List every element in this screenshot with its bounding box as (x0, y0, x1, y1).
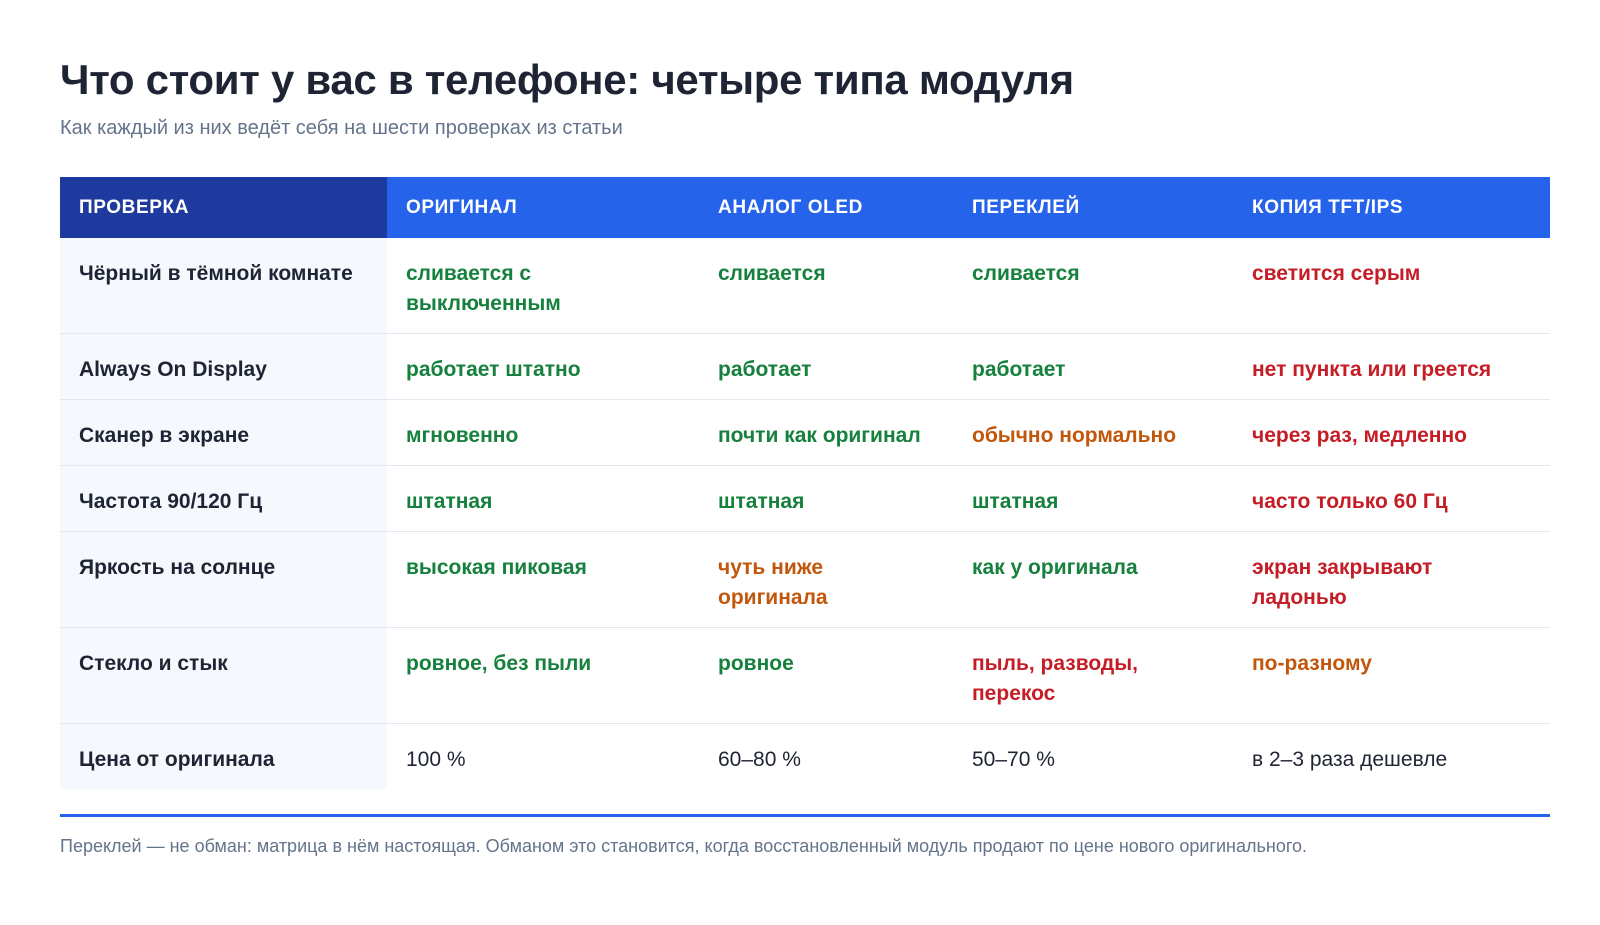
row-label: Always On Display (60, 333, 387, 400)
table-cell: штатная (387, 465, 699, 532)
table-cell: в 2–3 раза дешевле (1252, 748, 1448, 771)
header-original: ОРИГИНАЛ (387, 177, 699, 238)
header-copy-tft-ips: КОПИЯ TFT/IPS (1233, 177, 1550, 238)
table-row: Чёрный в тёмной комнате сливается с выкл… (60, 238, 1550, 334)
table-header-row: ПРОВЕРКА ОРИГИНАЛ АНАЛОГ OLED ПЕРЕКЛЕЙ К… (60, 177, 1550, 238)
table-cell: 100 % (406, 748, 466, 771)
table-cell: 60–80 % (718, 748, 801, 771)
table-cell: часто только 60 Гц (1233, 465, 1550, 532)
table-cell: сливается (953, 238, 1233, 334)
table-cell: работает штатно (387, 333, 699, 400)
row-label: Цена от оригинала (60, 723, 387, 789)
table-cell: почти как оригинал (699, 399, 953, 466)
table-cell: сливается (699, 238, 953, 334)
table-row: Сканер в экране мгновенно почти как ориг… (60, 399, 1550, 466)
footnote-divider (60, 814, 1550, 817)
table-cell: по-разному (1233, 627, 1550, 724)
table-cell: чуть ниже оригинала (699, 531, 953, 628)
page-subtitle: Как каждый из них ведёт себя на шести пр… (60, 117, 623, 139)
table-cell: штатная (953, 465, 1233, 532)
table-cell: ровное (699, 627, 953, 724)
table-cell: светится серым (1233, 238, 1550, 334)
table-row: Стекло и стык ровное, без пыли ровное пы… (60, 627, 1550, 724)
footnote: Переклей — не обман: матрица в нём насто… (60, 836, 1308, 856)
table-row: Яркость на солнце высокая пиковая чуть н… (60, 531, 1550, 628)
table-cell: работает (699, 333, 953, 400)
page-title: Что стоит у вас в телефоне: четыре типа … (60, 56, 1074, 103)
row-label: Частота 90/120 Гц (60, 465, 387, 532)
row-label: Чёрный в тёмной комнате (60, 238, 387, 334)
table-row: Always On Display работает штатно работа… (60, 333, 1550, 400)
comparison-table: ПРОВЕРКА ОРИГИНАЛ АНАЛОГ OLED ПЕРЕКЛЕЙ К… (60, 177, 1550, 789)
table-cell: экран закрывают ладонью (1233, 531, 1550, 628)
table-cell: как у оригинала (953, 531, 1233, 628)
table-row: Цена от оригинала 100 % 60–80 % 50–70 % … (60, 723, 1550, 789)
row-label: Стекло и стык (60, 627, 387, 724)
table-cell: мгновенно (387, 399, 699, 466)
row-label: Яркость на солнце (60, 531, 387, 628)
table-cell: нет пункта или греется (1233, 333, 1550, 400)
table-cell: работает (953, 333, 1233, 400)
row-label: Сканер в экране (60, 399, 387, 466)
table-cell: через раз, медленно (1233, 399, 1550, 466)
header-analog-oled: АНАЛОГ OLED (699, 177, 953, 238)
table-cell: сливается с выключенным (387, 238, 699, 334)
table-cell: обычно нормально (953, 399, 1233, 466)
table-cell: ровное, без пыли (387, 627, 699, 724)
table-cell: высокая пиковая (387, 531, 699, 628)
header-refurbished: ПЕРЕКЛЕЙ (953, 177, 1233, 238)
table-cell: штатная (699, 465, 953, 532)
header-check: ПРОВЕРКА (60, 177, 387, 238)
table-cell: 50–70 % (972, 748, 1055, 771)
table-cell: пыль, разводы, перекос (953, 627, 1233, 724)
table-row: Частота 90/120 Гц штатная штатная штатна… (60, 465, 1550, 532)
